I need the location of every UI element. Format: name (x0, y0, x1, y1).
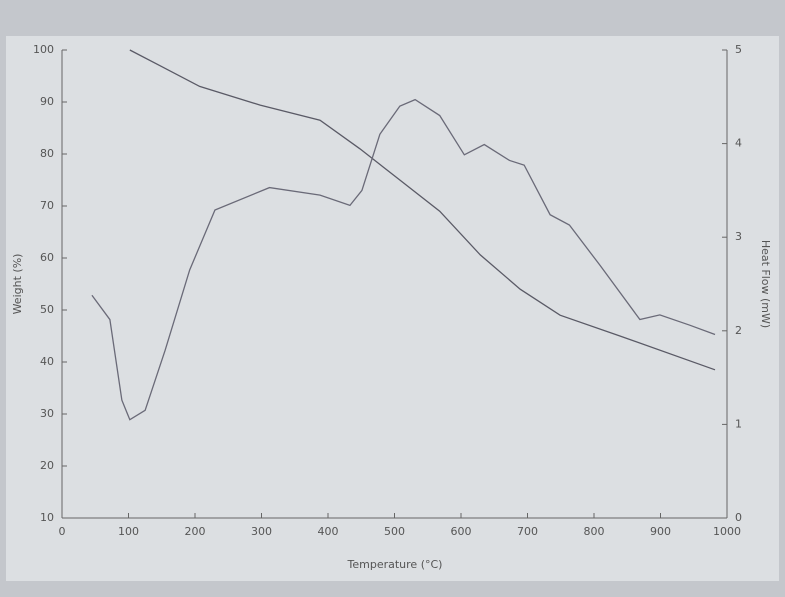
y-tick-label: 70 (40, 199, 54, 212)
y2-axis-label: Heat Flow (mW) (759, 240, 772, 328)
y-tick-label: 60 (40, 251, 54, 264)
y2-tick-label: 1 (735, 417, 742, 430)
x-tick-label: 900 (650, 525, 671, 538)
y-tick-label: 40 (40, 355, 54, 368)
series-line (91, 98, 716, 421)
x-tick-label: 1000 (713, 525, 741, 538)
y-tick-label: 50 (40, 303, 54, 316)
x-tick-label: 200 (185, 525, 206, 538)
y2-tick-label: 0 (735, 511, 742, 524)
x-tick-label: 800 (584, 525, 605, 538)
y-tick-label: 90 (40, 95, 54, 108)
x-tick-label: 300 (251, 525, 272, 538)
series-line (129, 49, 716, 371)
paper (6, 36, 779, 581)
y-tick-label: 100 (33, 43, 54, 56)
x-tick-label: 100 (118, 525, 139, 538)
x-tick-label: 500 (384, 525, 405, 538)
x-tick-label: 600 (451, 525, 472, 538)
y-tick-label: 30 (40, 407, 54, 420)
y-tick-label: 10 (40, 511, 54, 524)
x-tick-label: 700 (517, 525, 538, 538)
y2-tick-label: 4 (735, 137, 742, 150)
x-tick-label: 0 (59, 525, 66, 538)
y2-tick-label: 2 (735, 324, 742, 337)
y-axis-label: Weight (%) (11, 254, 24, 315)
y-tick-label: 20 (40, 459, 54, 472)
y2-tick-label: 3 (735, 230, 742, 243)
y2-tick-label: 5 (735, 43, 742, 56)
x-tick-label: 400 (318, 525, 339, 538)
y-tick-label: 80 (40, 147, 54, 160)
x-axis-label: Temperature (°C) (347, 558, 443, 571)
